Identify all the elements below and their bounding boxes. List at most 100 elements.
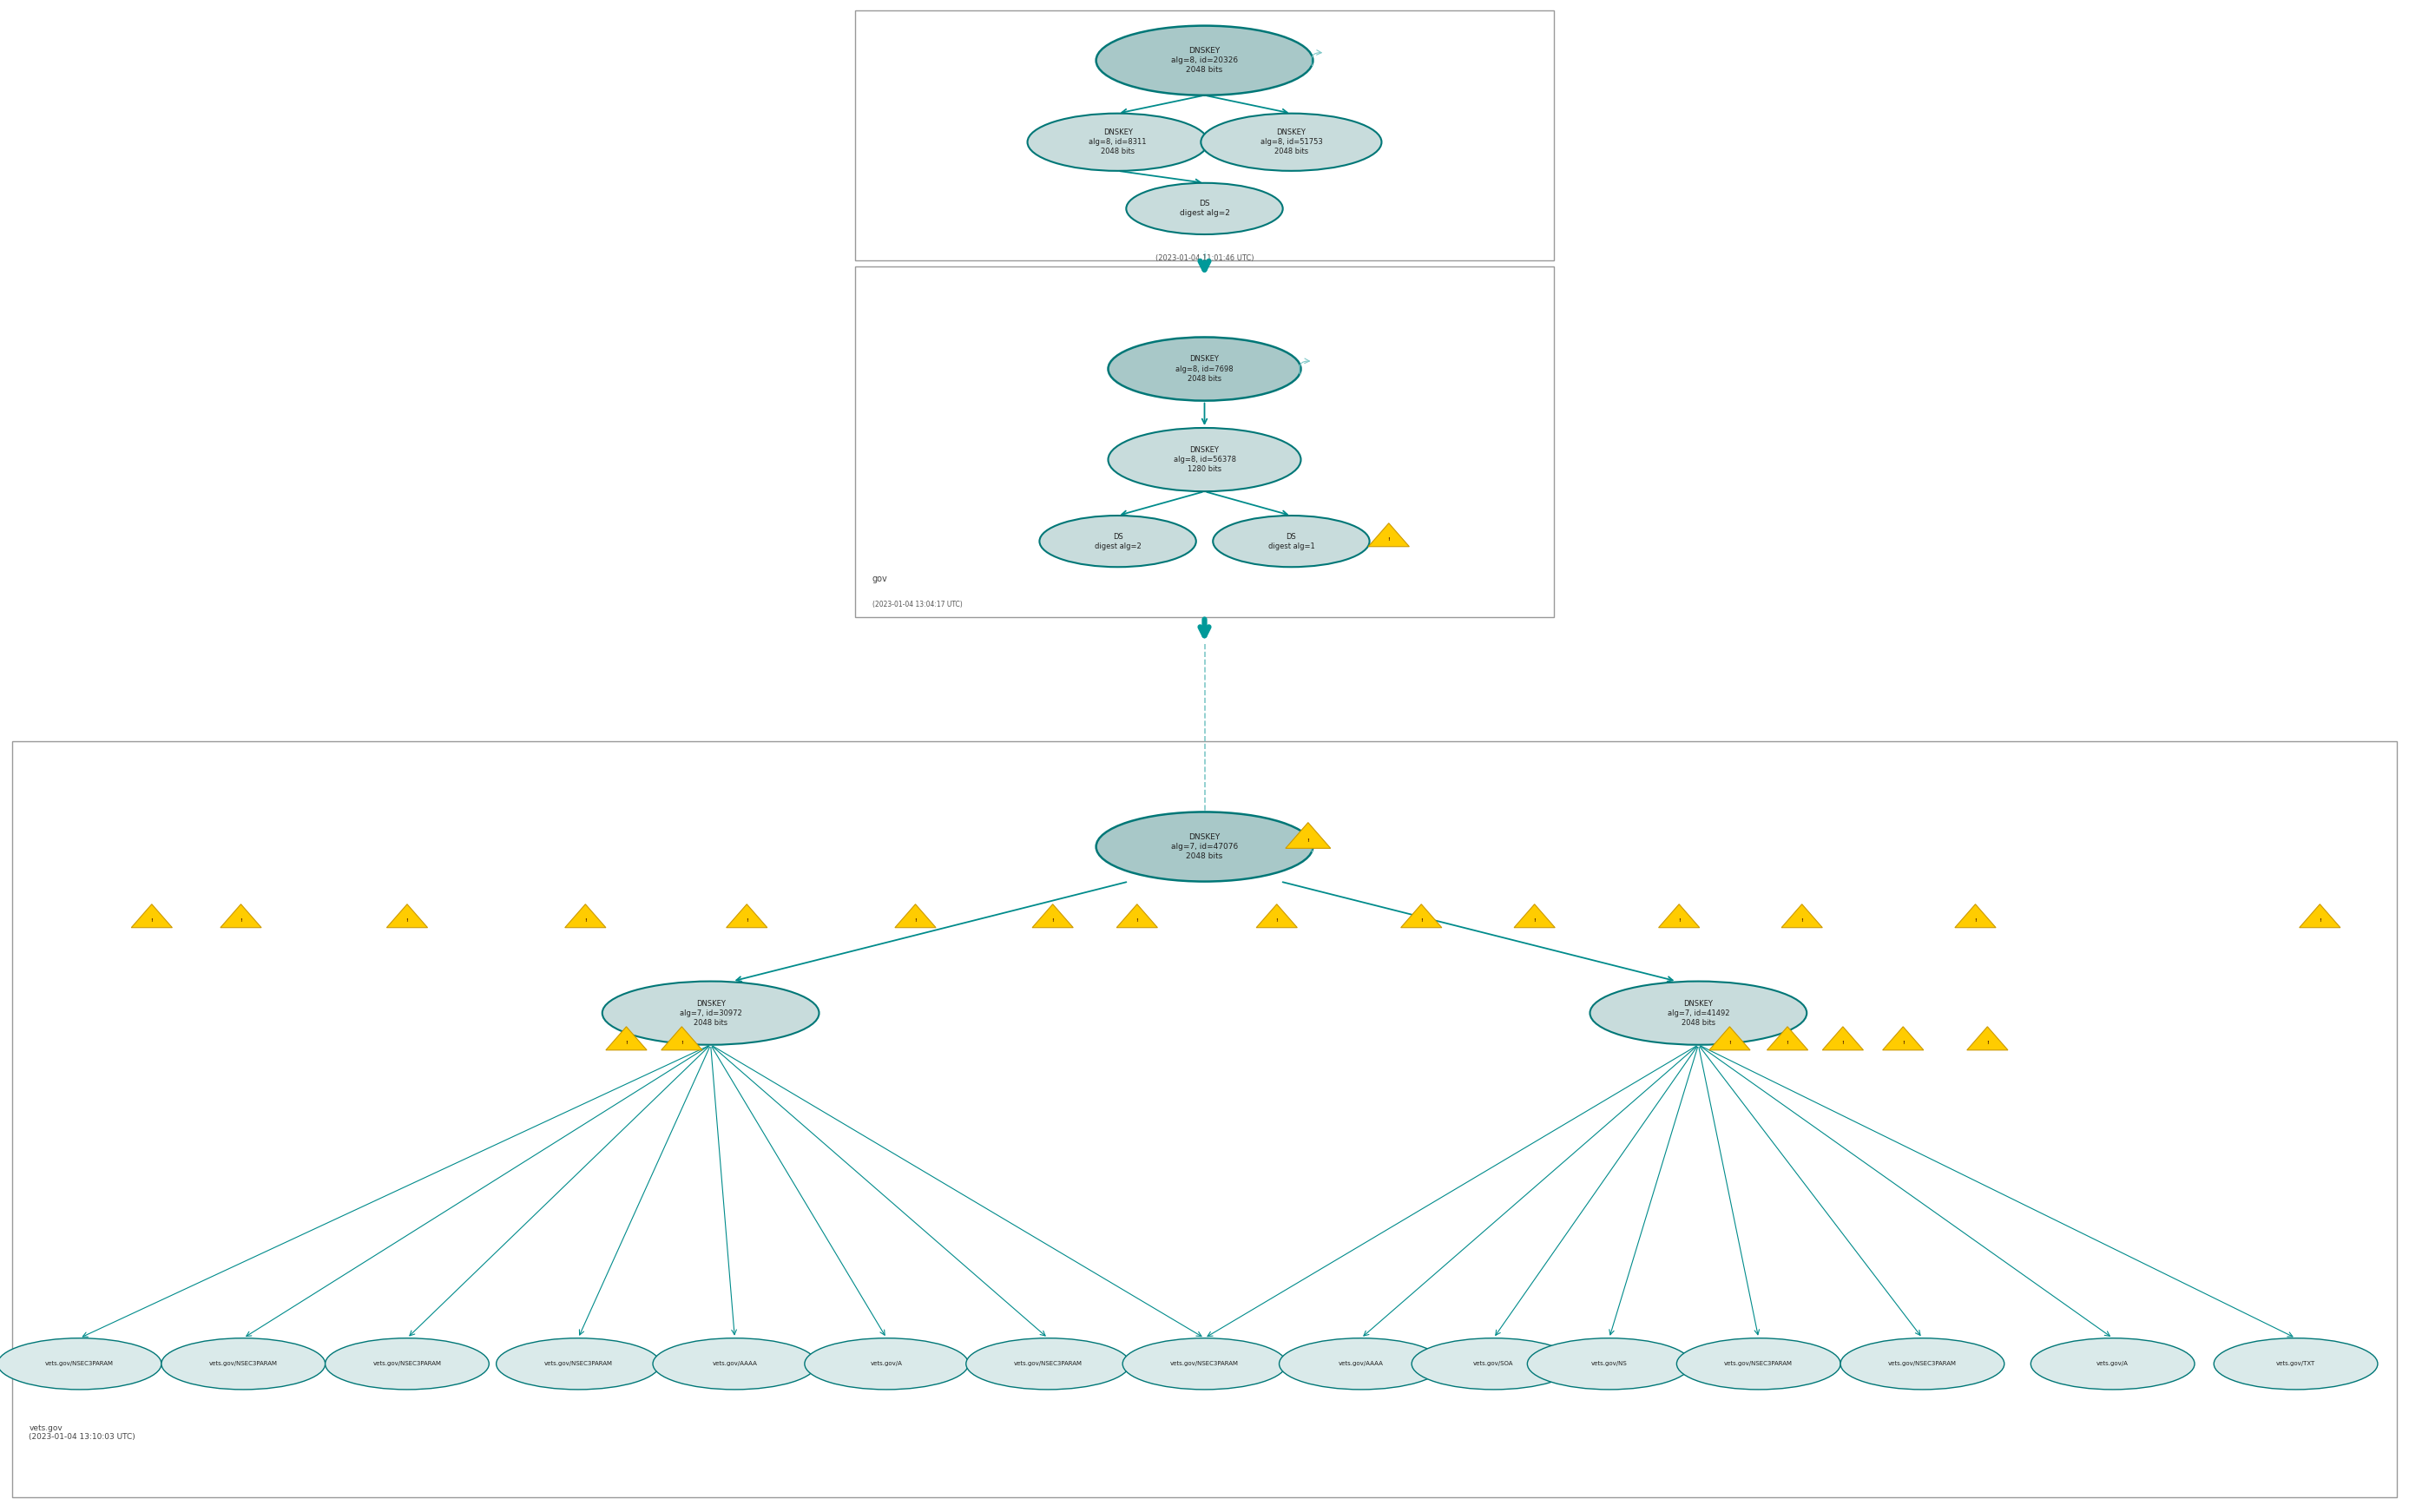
Ellipse shape: [1214, 516, 1368, 567]
Ellipse shape: [602, 981, 819, 1045]
Text: vets.gov/TXT: vets.gov/TXT: [2277, 1361, 2315, 1367]
Polygon shape: [2301, 904, 2342, 927]
Text: !: !: [1985, 1040, 1990, 1045]
Ellipse shape: [653, 1338, 817, 1390]
Text: (2023-01-04 11:01:46 UTC): (2023-01-04 11:01:46 UTC): [1156, 254, 1253, 262]
Polygon shape: [385, 904, 429, 927]
Polygon shape: [564, 904, 607, 927]
Text: vets.gov/AAAA: vets.gov/AAAA: [713, 1361, 756, 1367]
FancyBboxPatch shape: [855, 11, 1554, 260]
Text: DNSKEY
alg=8, id=8311
2048 bits: DNSKEY alg=8, id=8311 2048 bits: [1089, 129, 1147, 156]
Text: vets.gov/A: vets.gov/A: [2096, 1361, 2130, 1367]
Ellipse shape: [2214, 1338, 2378, 1390]
Ellipse shape: [1108, 428, 1301, 491]
Ellipse shape: [1590, 981, 1807, 1045]
Polygon shape: [1710, 1027, 1749, 1049]
Ellipse shape: [2031, 1338, 2195, 1390]
Polygon shape: [1368, 523, 1409, 546]
Ellipse shape: [1279, 1338, 1443, 1390]
Polygon shape: [1515, 904, 1556, 927]
Ellipse shape: [325, 1338, 489, 1390]
Text: !: !: [624, 1040, 629, 1045]
Text: !: !: [1785, 1040, 1790, 1045]
Text: !: !: [1973, 918, 1978, 922]
Text: !: !: [1532, 918, 1537, 922]
Text: !: !: [1727, 1040, 1732, 1045]
Text: DNSKEY
alg=7, id=30972
2048 bits: DNSKEY alg=7, id=30972 2048 bits: [679, 999, 742, 1027]
Text: vets.gov/NS: vets.gov/NS: [1590, 1361, 1628, 1367]
Text: vets.gov/NSEC3PARAM: vets.gov/NSEC3PARAM: [373, 1361, 441, 1367]
Polygon shape: [1033, 904, 1074, 927]
Text: !: !: [2317, 918, 2322, 922]
Polygon shape: [1115, 904, 1159, 927]
Text: DNSKEY
alg=8, id=20326
2048 bits: DNSKEY alg=8, id=20326 2048 bits: [1171, 47, 1238, 74]
Polygon shape: [607, 1027, 646, 1049]
Ellipse shape: [1412, 1338, 1575, 1390]
Polygon shape: [1884, 1027, 1925, 1049]
Text: (2023-01-04 13:04:17 UTC): (2023-01-04 13:04:17 UTC): [872, 600, 961, 608]
Ellipse shape: [1123, 1338, 1286, 1390]
FancyBboxPatch shape: [855, 266, 1554, 617]
Text: !: !: [583, 918, 588, 922]
Text: DNSKEY
alg=7, id=41492
2048 bits: DNSKEY alg=7, id=41492 2048 bits: [1667, 999, 1730, 1027]
Text: DNSKEY
alg=8, id=7698
2048 bits: DNSKEY alg=8, id=7698 2048 bits: [1176, 355, 1233, 383]
FancyBboxPatch shape: [12, 741, 2397, 1497]
Polygon shape: [1966, 1027, 2007, 1049]
Polygon shape: [1286, 823, 1330, 848]
Text: vets.gov/NSEC3PARAM: vets.gov/NSEC3PARAM: [46, 1361, 113, 1367]
Ellipse shape: [1677, 1338, 1840, 1390]
Polygon shape: [1824, 1027, 1865, 1049]
Ellipse shape: [1840, 1338, 2004, 1390]
Text: !: !: [1840, 1040, 1845, 1045]
Ellipse shape: [1202, 113, 1383, 171]
Ellipse shape: [1127, 183, 1282, 234]
Text: !: !: [1419, 918, 1424, 922]
Text: vets.gov
(2023-01-04 13:10:03 UTC): vets.gov (2023-01-04 13:10:03 UTC): [29, 1424, 135, 1441]
Ellipse shape: [1096, 26, 1313, 95]
Polygon shape: [132, 904, 173, 927]
Text: !: !: [405, 918, 410, 922]
Text: DS
digest alg=2: DS digest alg=2: [1180, 200, 1229, 218]
Ellipse shape: [805, 1338, 968, 1390]
Ellipse shape: [0, 1338, 161, 1390]
Text: vets.gov/NSEC3PARAM: vets.gov/NSEC3PARAM: [1889, 1361, 1956, 1367]
Polygon shape: [1257, 904, 1296, 927]
Text: vets.gov/SOA: vets.gov/SOA: [1474, 1361, 1513, 1367]
Text: !: !: [1388, 537, 1390, 541]
Polygon shape: [1768, 1027, 1807, 1049]
Text: vets.gov/A: vets.gov/A: [870, 1361, 903, 1367]
Ellipse shape: [496, 1338, 660, 1390]
Text: vets.gov/NSEC3PARAM: vets.gov/NSEC3PARAM: [1725, 1361, 1792, 1367]
Text: gov: gov: [872, 575, 887, 584]
Text: !: !: [149, 918, 154, 922]
Text: !: !: [1306, 838, 1310, 842]
Text: !: !: [1677, 918, 1681, 922]
Ellipse shape: [1096, 812, 1313, 881]
Text: DNSKEY
alg=8, id=56378
1280 bits: DNSKEY alg=8, id=56378 1280 bits: [1173, 446, 1236, 473]
Polygon shape: [728, 904, 766, 927]
Text: !: !: [913, 918, 918, 922]
Text: !: !: [679, 1040, 684, 1045]
Text: vets.gov/NSEC3PARAM: vets.gov/NSEC3PARAM: [544, 1361, 612, 1367]
Polygon shape: [1657, 904, 1698, 927]
Polygon shape: [1783, 904, 1821, 927]
Polygon shape: [660, 1027, 703, 1049]
Text: !: !: [744, 918, 749, 922]
Text: !: !: [1901, 1040, 1906, 1045]
Text: DS
digest alg=1: DS digest alg=1: [1267, 532, 1315, 550]
Text: vets.gov/NSEC3PARAM: vets.gov/NSEC3PARAM: [1171, 1361, 1238, 1367]
Ellipse shape: [966, 1338, 1130, 1390]
Ellipse shape: [1527, 1338, 1691, 1390]
Ellipse shape: [1041, 516, 1197, 567]
Ellipse shape: [1108, 337, 1301, 401]
Text: DNSKEY
alg=8, id=51753
2048 bits: DNSKEY alg=8, id=51753 2048 bits: [1260, 129, 1323, 156]
Text: !: !: [238, 918, 243, 922]
Text: DS
digest alg=2: DS digest alg=2: [1094, 532, 1142, 550]
Polygon shape: [1956, 904, 1995, 927]
Polygon shape: [222, 904, 263, 927]
Polygon shape: [896, 904, 935, 927]
Text: DNSKEY
alg=7, id=47076
2048 bits: DNSKEY alg=7, id=47076 2048 bits: [1171, 833, 1238, 860]
Polygon shape: [1402, 904, 1441, 927]
Text: !: !: [1050, 918, 1055, 922]
Ellipse shape: [161, 1338, 325, 1390]
